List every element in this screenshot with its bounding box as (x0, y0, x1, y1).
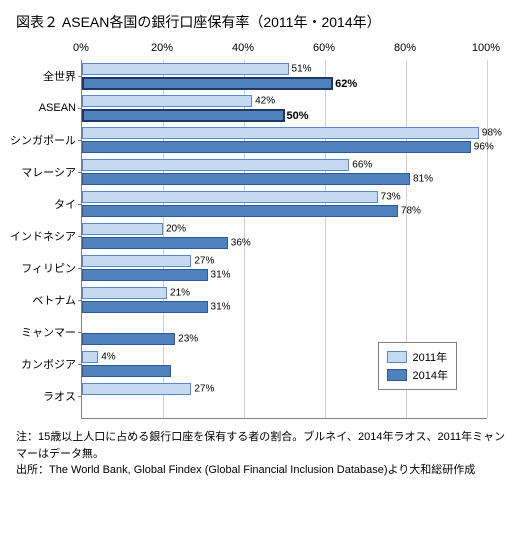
bar-group: 20% 36% (82, 220, 487, 252)
bar-value-label: 36% (227, 238, 251, 249)
category-row: マレーシア66%81% (82, 156, 487, 188)
bar-2014: 36% (82, 237, 228, 249)
bar-2011: 42% (82, 95, 252, 107)
x-tick-label: 40% (232, 42, 254, 54)
bar-value-label: 96% (470, 142, 494, 153)
x-tick-label: 100% (472, 42, 500, 54)
category-label: フィリピン (21, 260, 82, 276)
legend-item: 2011年 (387, 349, 448, 365)
category-label: ミャンマー (21, 324, 82, 340)
category-row: ASEAN42%50% (82, 92, 487, 124)
bar-value-label: 31% (207, 270, 231, 281)
x-tick-label: 80% (394, 42, 416, 54)
category-row: フィリピン27%31% (82, 252, 487, 284)
bar-value-label: 62% (331, 78, 357, 90)
category-label: ベトナム (32, 292, 82, 308)
footnotes: 注：15歳以上人口に占める銀行口座を保有する者の割合。ブルネイ、2014年ラオス… (16, 429, 511, 479)
bar-2011: 66% (82, 159, 349, 171)
bar-value-label: 27% (190, 384, 214, 395)
bar-group: 73% 78% (82, 188, 487, 220)
category-row: インドネシア20%36% (82, 220, 487, 252)
bar-group: 42% 50% (82, 92, 487, 124)
category-label: マレーシア (21, 164, 82, 180)
bar-2014: 78% (82, 205, 398, 217)
bar-value-label: 66% (348, 160, 372, 171)
bar-group: 27% 31% (82, 252, 487, 284)
bar-value-label: 23% (174, 334, 198, 345)
bar-value-label: 73% (377, 192, 401, 203)
bar-group: 51% 62% (82, 60, 487, 92)
bar-value-label: 42% (251, 96, 275, 107)
category-label: カンボジア (21, 356, 82, 372)
bar-2014: 81% (82, 173, 410, 185)
x-tick-label: 0% (73, 42, 89, 54)
bar-group: 21% 31% (82, 284, 487, 316)
x-tick-label: 20% (151, 42, 173, 54)
category-row: シンガポール98%96% (82, 124, 487, 156)
category-label: ASEAN (39, 102, 82, 114)
legend-label: 2011年 (413, 349, 448, 365)
bar-value-label: 81% (409, 174, 433, 185)
bar-2011: 73% (82, 191, 378, 203)
bar-value-label: 50% (283, 110, 309, 122)
plot-area: 2011年2014年 全世界51%62%ASEAN42%50%シンガポール98%… (81, 60, 487, 419)
x-tick-label: 60% (313, 42, 335, 54)
legend-item: 2014年 (387, 367, 448, 383)
legend: 2011年 2014年 (378, 342, 457, 390)
bar-2014: 96% (82, 141, 471, 153)
bar-2011: 21% (82, 287, 167, 299)
bar-value-label: 4% (97, 352, 115, 363)
bar-value-label: 78% (397, 206, 421, 217)
legend-label: 2014年 (413, 367, 448, 383)
bar-2011: 4% (82, 351, 98, 363)
bar-group: 66% 81% (82, 156, 487, 188)
footnote-line: 出所：The World Bank, Global Findex (Global… (16, 462, 511, 479)
bar-2014: 62% (82, 77, 333, 90)
category-row: タイ73%78% (82, 188, 487, 220)
bar-2014 (82, 365, 171, 377)
category-label: インドネシア (10, 228, 82, 244)
bar-2011: 98% (82, 127, 479, 139)
bar-value-label: 51% (288, 64, 312, 75)
gridline (487, 60, 488, 418)
bar-value-label: 20% (162, 224, 186, 235)
bar-2011: 27% (82, 255, 191, 267)
bar-2014: 31% (82, 301, 208, 313)
bar-value-label: 27% (190, 256, 214, 267)
bar-2014: 50% (82, 109, 285, 122)
category-label: 全世界 (43, 68, 82, 84)
bar-value-label: 98% (478, 128, 502, 139)
bar-2011: 20% (82, 223, 163, 235)
category-label: シンガポール (10, 132, 82, 148)
chart-area: 0%20%40%60%80%100% 2011年2014年 全世界51%62%A… (81, 42, 511, 419)
category-label: ラオス (43, 388, 82, 404)
category-row: ベトナム21%31% (82, 284, 487, 316)
bar-group: 98%96% (82, 124, 487, 156)
bar-2011: 51% (82, 63, 289, 75)
legend-swatch (387, 351, 407, 363)
footnote-line: 注：15歳以上人口に占める銀行口座を保有する者の割合。ブルネイ、2014年ラオス… (16, 429, 511, 462)
category-row: 全世界51%62% (82, 60, 487, 92)
bar-value-label: 21% (166, 288, 190, 299)
x-axis: 0%20%40%60%80%100% (81, 42, 486, 60)
bar-value-label: 31% (207, 302, 231, 313)
bar-2014: 23% (82, 333, 175, 345)
chart-title: 図表２ ASEAN各国の銀行口座保有率（2011年・2014年） (16, 12, 511, 32)
bar-2014: 31% (82, 269, 208, 281)
legend-swatch (387, 369, 407, 381)
bar-2011: 27% (82, 383, 191, 395)
